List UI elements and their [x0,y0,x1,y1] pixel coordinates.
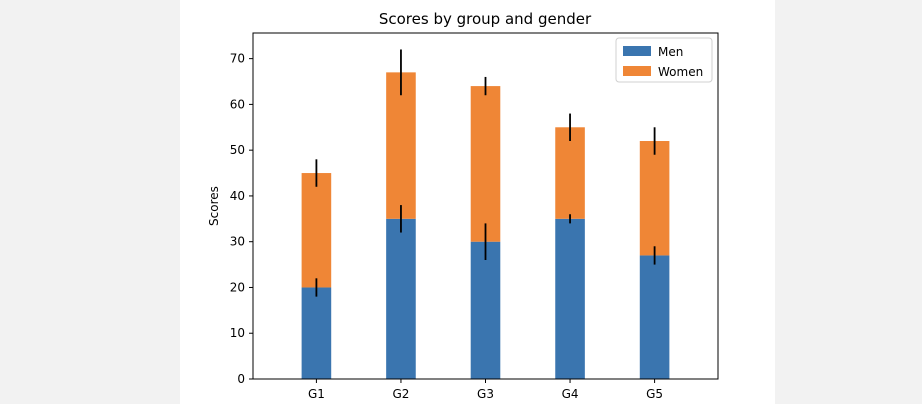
y-tick-label: 0 [237,372,245,386]
y-tick-label: 50 [230,143,245,157]
error-bars-layer [315,49,656,297]
legend-swatch-women [623,66,651,76]
bar-men-g5 [639,255,670,379]
y-tick-label: 60 [230,97,245,111]
x-tick-label: G4 [562,387,579,401]
x-axis: G1 G2 G3 G4 G5 [308,379,663,401]
bar-women-g1 [301,173,332,288]
x-tick-label: G2 [392,387,409,401]
legend-label-women: Women [658,65,703,79]
bar-men-g3 [470,241,501,379]
bar-women-g5 [639,141,670,256]
y-tick-label: 10 [230,326,245,340]
y-tick-label: 30 [230,235,245,249]
bar-women-g3 [470,86,501,242]
stacked-bar-chart: Scores by group and gender Scores 0 10 20 3… [207,10,719,401]
x-tick-label: G1 [308,387,325,401]
y-tick-label: 20 [230,280,245,294]
legend-swatch-men [623,46,651,56]
bar-women-g4 [555,127,585,219]
bar-men-g4 [555,218,585,379]
y-axis: 0 10 20 30 40 50 60 70 [230,52,253,386]
legend: Men Women [615,37,713,83]
y-tick-label: 70 [230,52,245,66]
bars-layer [301,72,670,379]
chart-title: Scores by group and gender [379,10,592,28]
figure: Scores by group and gender Scores 0 10 20 3… [180,0,775,404]
y-axis-label: Scores [207,186,221,226]
bar-men-g2 [386,218,416,379]
x-tick-label: G5 [646,387,663,401]
legend-label-men: Men [658,45,683,59]
x-tick-label: G3 [477,387,494,401]
bar-men-g1 [301,287,332,379]
y-tick-label: 40 [230,189,245,203]
bar-women-g2 [386,72,416,219]
